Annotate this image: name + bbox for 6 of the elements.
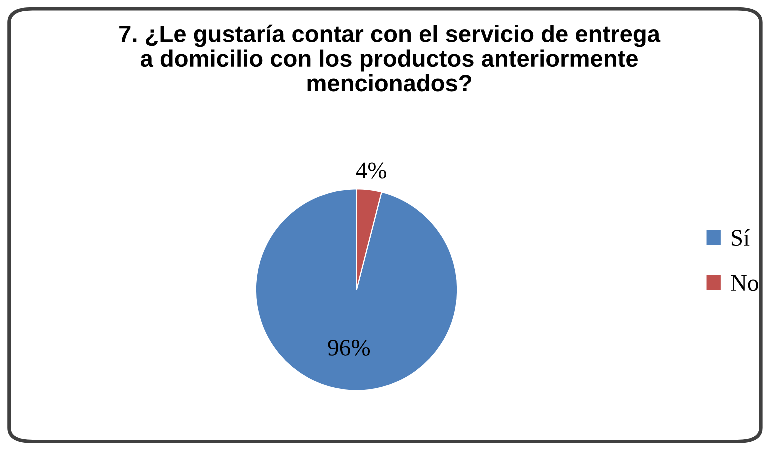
pie-slice (255, 188, 458, 392)
legend-label: No (731, 275, 758, 292)
legend-label: Sí (732, 229, 750, 246)
data-label: 96% (328, 340, 370, 356)
data-label: 4% (356, 162, 387, 179)
chart-title: 7. ¿Le gustaría contar con el servicio de entrega a domicilio con los productos anteriormente mencionados? (120, 24, 661, 92)
